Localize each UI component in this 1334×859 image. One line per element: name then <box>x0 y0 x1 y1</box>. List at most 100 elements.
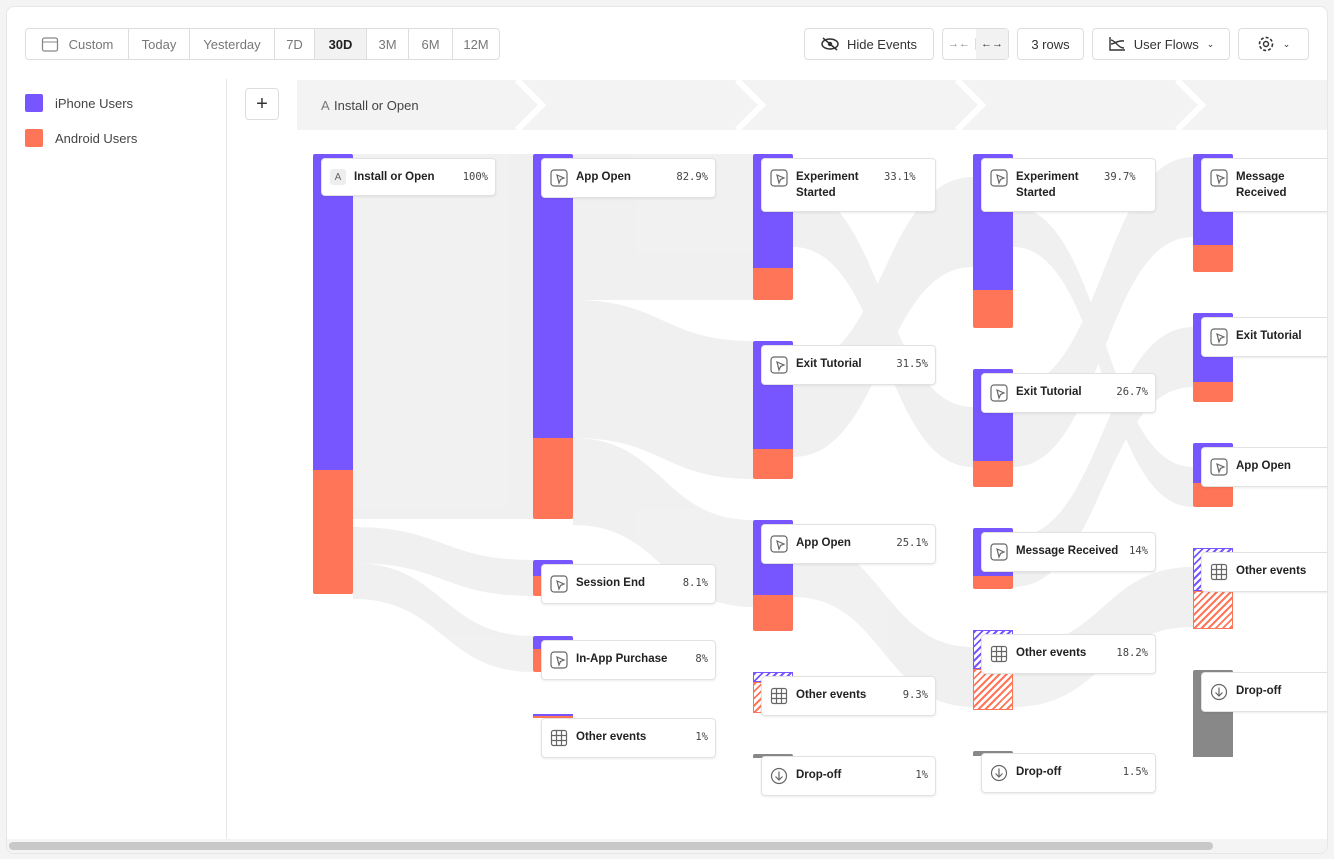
date-range-label: 7D <box>286 36 303 52</box>
node-card[interactable]: Experiment Started 39.7% <box>981 158 1156 212</box>
eye-icon <box>821 37 839 51</box>
node-share: 82.9% <box>676 171 708 183</box>
node-share: 100% <box>462 171 488 183</box>
sidebar: iPhone Users Android Users <box>7 79 227 839</box>
node-label: Drop-off <box>796 769 842 781</box>
node-share: 25.1% <box>896 537 928 549</box>
node-card[interactable]: App Open 25.1% <box>761 524 936 564</box>
node-card[interactable]: Exit Tutorial 26.7% <box>981 373 1156 413</box>
dropoff-icon <box>770 767 788 785</box>
other-icon <box>770 687 788 705</box>
bar-android <box>753 449 793 479</box>
node-share: 1% <box>695 731 708 743</box>
node-badge: A <box>330 169 346 185</box>
node-label: Other events <box>1236 565 1307 577</box>
rows-button[interactable]: 3 rows <box>1017 28 1084 60</box>
add-step-button[interactable]: + <box>245 88 279 120</box>
bar-android <box>973 576 1013 589</box>
legend-item[interactable]: Android Users <box>25 129 137 147</box>
node-share: 8% <box>695 653 708 665</box>
node-card[interactable]: Other events <box>1201 552 1327 592</box>
node-share: 8.1% <box>682 577 708 589</box>
view-button[interactable]: User Flows ⌄ <box>1092 28 1230 60</box>
node-share: 9.3% <box>902 689 928 701</box>
node-card[interactable]: Experiment Started 33.1% <box>761 158 936 212</box>
node-card[interactable]: Exit Tutorial <box>1201 317 1327 357</box>
node-card[interactable]: Other events 18.2% <box>981 634 1156 674</box>
collapse-button[interactable]: →← <box>943 38 976 50</box>
other-bar-iphone <box>533 714 573 716</box>
node-card[interactable]: Drop-off 1% <box>761 756 936 796</box>
date-range-option[interactable]: Yesterday <box>190 29 275 59</box>
hide-events-button[interactable]: Hide Events <box>804 28 934 60</box>
node-share: 14% <box>1129 545 1148 557</box>
other-bar-android <box>1193 591 1233 629</box>
node-share: 33.1% <box>884 171 916 183</box>
legend-swatch <box>25 94 43 112</box>
node-label: Exit Tutorial <box>1236 330 1302 342</box>
node-card[interactable]: Message Received <box>1201 158 1327 212</box>
step-label: Install or Open <box>334 98 419 113</box>
scrollbar-track <box>7 839 1327 853</box>
node-label: App Open <box>576 171 631 183</box>
node-card[interactable]: App Open <box>1201 447 1327 487</box>
other-icon <box>990 645 1008 663</box>
bar-android <box>533 438 573 519</box>
event-icon <box>1210 458 1228 476</box>
event-icon <box>770 169 788 187</box>
bar-android <box>753 268 793 300</box>
scrollbar-thumb[interactable] <box>9 842 1213 850</box>
event-icon <box>550 651 568 669</box>
node-label: Exit Tutorial <box>796 358 862 370</box>
step-header: A Install or Open <box>297 80 1327 130</box>
event-icon <box>1210 328 1228 346</box>
event-icon <box>770 535 788 553</box>
node-card[interactable]: In-App Purchase 8% <box>541 640 716 680</box>
date-range-option[interactable]: 12M <box>453 29 499 59</box>
chevrons <box>514 80 1207 130</box>
node-card[interactable]: App Open 82.9% <box>541 158 716 198</box>
event-icon <box>770 356 788 374</box>
calendar-icon <box>41 37 58 52</box>
node-card[interactable]: Exit Tutorial 31.5% <box>761 345 936 385</box>
date-range-label: Yesterday <box>203 36 261 52</box>
legend-item[interactable]: iPhone Users <box>25 94 133 112</box>
legend-label: Android Users <box>55 130 138 146</box>
chevron: ⌄ <box>1282 38 1291 49</box>
date-range-option[interactable]: Today <box>129 29 190 59</box>
node-label: Message Received <box>1236 171 1287 199</box>
other-icon <box>1210 563 1228 581</box>
node-card[interactable]: Other events 9.3% <box>761 676 936 716</box>
dropoff-icon <box>990 764 1008 782</box>
date-range-label: 30D <box>328 36 353 52</box>
node-card[interactable]: Drop-off 1.5% <box>981 753 1156 793</box>
legend-swatch <box>25 129 43 147</box>
bar-android <box>1193 245 1233 272</box>
gear-icon <box>1258 36 1274 52</box>
date-range-label: 12M <box>463 36 489 52</box>
settings-button[interactable]: ⌄ <box>1238 28 1309 60</box>
date-range-option[interactable]: 30D <box>315 29 367 59</box>
node-label: Session End <box>576 577 646 589</box>
date-range-option[interactable]: 3M <box>367 29 409 59</box>
date-range-option[interactable]: Custom <box>26 29 129 59</box>
node-card[interactable]: Message Received 14% <box>981 532 1156 572</box>
legend-label: iPhone Users <box>55 95 134 111</box>
bar-iphone <box>313 154 353 470</box>
rows-label: 3 rows <box>1031 36 1070 52</box>
node-card[interactable]: A Install or Open 100% <box>321 158 496 196</box>
date-range-option[interactable]: 6M <box>409 29 453 59</box>
node-card[interactable]: Other events 1% <box>541 718 716 758</box>
node-card[interactable]: Drop-off <box>1201 672 1327 712</box>
node-label: Other events <box>796 689 867 701</box>
app: Custom Today Yesterday 7D 30D 3M 6M 12M Hide Ev… <box>6 6 1328 854</box>
expand-button[interactable]: ←→ <box>976 29 1008 59</box>
other-bar-android <box>973 669 1013 710</box>
node-label: Experiment Started <box>796 171 859 199</box>
hide-events-label: Hide Events <box>846 36 918 52</box>
date-range-option[interactable]: 7D <box>275 29 315 59</box>
node-label: Experiment Started <box>1016 171 1079 199</box>
event-icon <box>550 169 568 187</box>
node-card[interactable]: Session End 8.1% <box>541 564 716 604</box>
